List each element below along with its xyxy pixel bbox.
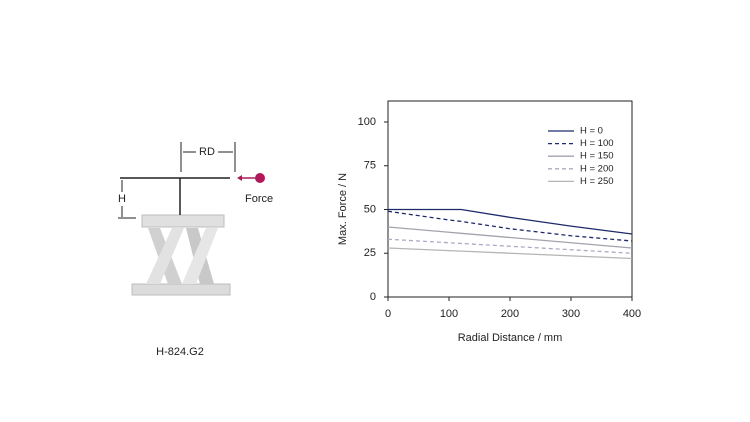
x-tick-label: 400 bbox=[623, 308, 641, 320]
legend-label: H = 150 bbox=[580, 151, 614, 162]
y-axis-label: Max. Force / N bbox=[337, 173, 349, 245]
y-tick-label: 50 bbox=[364, 203, 376, 215]
force-arrowhead bbox=[237, 175, 242, 181]
x-tick-label: 200 bbox=[501, 308, 519, 320]
legend-label: H = 200 bbox=[580, 163, 614, 174]
force-label: Force bbox=[245, 193, 273, 205]
series-line bbox=[387, 247, 633, 260]
x-tick-label: 100 bbox=[440, 308, 458, 320]
rd-label: RD bbox=[199, 146, 215, 158]
series-line bbox=[387, 226, 633, 249]
leg bbox=[182, 228, 218, 284]
legend-label: H = 250 bbox=[580, 176, 614, 187]
series-line bbox=[388, 208, 633, 235]
legend-label: H = 100 bbox=[580, 138, 614, 149]
h-label: H bbox=[118, 193, 126, 205]
legend-label: H = 0 bbox=[580, 126, 603, 137]
base-plate bbox=[131, 283, 231, 296]
x-tick-label: 300 bbox=[562, 308, 580, 320]
series-line bbox=[387, 210, 633, 242]
leg bbox=[146, 228, 184, 284]
hexapod-diagram: RD H Force H-824.G2 bbox=[118, 142, 273, 358]
y-tick-label: 100 bbox=[358, 116, 376, 128]
caption: H-824.G2 bbox=[156, 346, 204, 358]
y-tick-label: 25 bbox=[364, 247, 376, 259]
y-tick-label: 75 bbox=[364, 160, 376, 172]
top-plate bbox=[141, 214, 225, 228]
x-tick-label: 0 bbox=[385, 308, 391, 320]
y-tick-label: 0 bbox=[370, 291, 376, 303]
x-axis-label: Radial Distance / mm bbox=[458, 332, 563, 344]
force-point bbox=[255, 173, 265, 183]
series-line bbox=[387, 238, 633, 254]
